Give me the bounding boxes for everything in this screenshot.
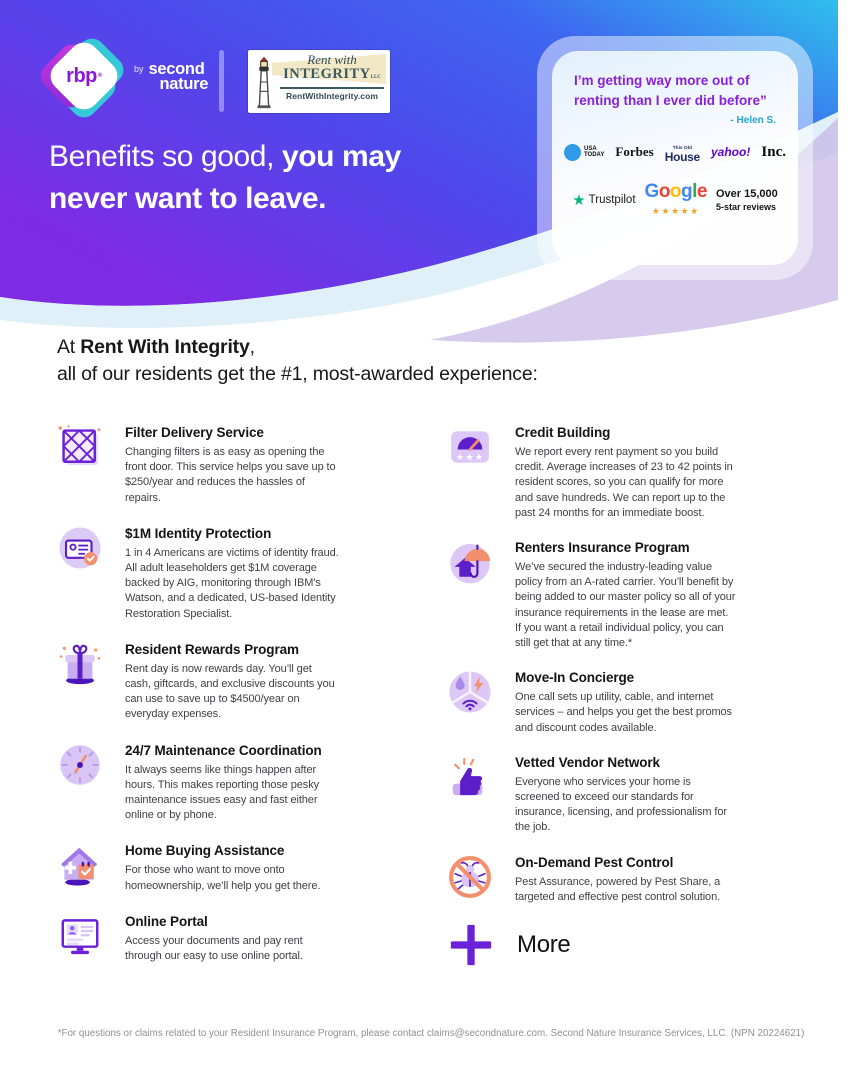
benefit-title: Home Buying Assistance bbox=[125, 843, 285, 859]
trustpilot-text: Trustpilot bbox=[588, 194, 636, 206]
benefit-move-in-concierge: Move-In Concierge One call sets up utili… bbox=[447, 669, 805, 736]
benefit-vetted-vendors: Vetted Vendor Network Everyone who servi… bbox=[447, 754, 805, 836]
second-nature-wordmark: second nature bbox=[148, 60, 209, 93]
more-label: More bbox=[517, 931, 571, 959]
partner-llc: LLC bbox=[370, 75, 381, 80]
benefits-column-left: Filter Delivery Service Changing filters… bbox=[57, 424, 395, 983]
trustpilot-star-icon: ★ bbox=[572, 191, 586, 209]
benefit-description: It always seems like things happen after… bbox=[125, 763, 319, 822]
id-card-check-icon bbox=[57, 525, 103, 571]
benefit-description: Everyone who services your home is scree… bbox=[515, 775, 727, 834]
benefit-title: 24/7 Maintenance Coordination bbox=[125, 742, 322, 758]
benefit-title: Move-In Concierge bbox=[515, 670, 635, 686]
reviews-row: ★ Trustpilot Google ★★★★★ Over 15,000 5-… bbox=[552, 180, 798, 218]
benefit-description: We report every rent payment so you buil… bbox=[515, 446, 733, 519]
svg-text:★: ★ bbox=[475, 453, 483, 463]
five-stars-icon: ★★★★★ bbox=[651, 206, 700, 217]
footer-disclaimer: *For questions or claims related to your… bbox=[57, 1028, 805, 1039]
plus-icon bbox=[450, 924, 492, 966]
benefit-online-portal: Online Portal Access your documents and … bbox=[57, 913, 395, 964]
benefit-title: $1M Identity Protection bbox=[125, 525, 272, 541]
benefit-home-buying: Home Buying Assistance For those who wan… bbox=[57, 842, 395, 893]
rbp-logo-text: rbp ® bbox=[66, 64, 102, 87]
benefit-filter-delivery: Filter Delivery Service Changing filters… bbox=[57, 424, 395, 506]
hero-banner: rbp ® by second nature Rent with INTEGRIT… bbox=[0, 0, 838, 352]
benefits-column-right: ★ ★ ★ Credit Building We report every re… bbox=[447, 424, 805, 967]
usa-today-logo: USA TODAY bbox=[564, 143, 605, 161]
air-filter-icon bbox=[57, 424, 103, 470]
benefit-maintenance: 24/7 Maintenance Coordination It always … bbox=[57, 742, 395, 824]
lighthouse-icon bbox=[257, 56, 271, 109]
review-count: Over 15,000 5-star reviews bbox=[716, 188, 778, 213]
no-pest-icon bbox=[447, 854, 493, 900]
benefit-pest-control: On-Demand Pest Control Pest Assurance, p… bbox=[447, 854, 805, 905]
clock-icon bbox=[57, 742, 103, 788]
usa-today-text: USA TODAY bbox=[584, 145, 605, 159]
logo-divider bbox=[219, 50, 224, 112]
google-wordmark: Google bbox=[644, 180, 708, 202]
google-reviews-logo: Google ★★★★★ bbox=[644, 180, 708, 218]
benefit-description: Access your documents and pay rent throu… bbox=[125, 934, 303, 963]
benefit-title: Resident Rewards Program bbox=[125, 641, 299, 657]
testimonial-card-inner: I’m getting way more out of renting than… bbox=[552, 51, 798, 265]
benefit-title: Filter Delivery Service bbox=[125, 425, 264, 440]
utilities-wheel-icon bbox=[447, 669, 493, 715]
benefit-title: Credit Building bbox=[515, 425, 611, 440]
benefit-identity-protection: $1M Identity Protection 1 in 4 Americans… bbox=[57, 525, 395, 622]
yahoo-logo: yahoo! bbox=[711, 145, 751, 159]
hero-headline: Benefits so good, you may never want to … bbox=[49, 140, 401, 215]
benefit-description: Rent day is now rewards day. You’ll get … bbox=[125, 662, 335, 721]
partner-name: INTEGRITYLLC bbox=[283, 66, 381, 82]
benefit-description: 1 in 4 Americans are victims of identity… bbox=[125, 546, 339, 620]
usa-today-circle-icon bbox=[564, 143, 581, 161]
benefit-description: For those who want to move onto homeowne… bbox=[125, 864, 321, 892]
byline-by: by bbox=[134, 64, 144, 74]
svg-text:★: ★ bbox=[465, 453, 473, 463]
benefit-resident-rewards: Resident Rewards Program Rent day is now… bbox=[57, 641, 395, 723]
partner-rule bbox=[280, 87, 384, 89]
this-old-house-logo: This Old House bbox=[664, 145, 700, 164]
rbp-registered-mark: ® bbox=[97, 73, 102, 79]
media-logos-row: USA TODAY Forbes This Old House yahoo! In… bbox=[552, 142, 798, 163]
thumbs-up-icon bbox=[447, 754, 493, 800]
benefit-description: Changing filters is as easy as opening t… bbox=[125, 446, 336, 504]
credit-gauge-icon: ★ ★ ★ bbox=[447, 424, 493, 470]
benefit-title: Vetted Vendor Network bbox=[515, 754, 660, 770]
benefit-title: Renters Insurance Program bbox=[515, 540, 690, 556]
benefit-renters-insurance: Renters Insurance Program We’ve secured … bbox=[447, 539, 805, 651]
monitor-icon bbox=[57, 913, 103, 959]
benefit-credit-building: ★ ★ ★ Credit Building We report every re… bbox=[447, 424, 805, 521]
benefit-description: We’ve secured the industry-leading value… bbox=[515, 561, 736, 650]
benefit-title: Online Portal bbox=[125, 913, 208, 929]
trustpilot-logo: ★ Trustpilot bbox=[572, 191, 635, 209]
inc-logo: Inc. bbox=[761, 143, 786, 160]
umbrella-house-icon bbox=[447, 539, 493, 585]
testimonial-quote: I’m getting way more out of renting than… bbox=[574, 73, 767, 109]
rent-with-integrity-logo: Rent with INTEGRITYLLC RentWithIntegrity… bbox=[248, 50, 390, 113]
benefit-title: On-Demand Pest Control bbox=[515, 854, 674, 870]
partner-logo-text: Rent with INTEGRITYLLC RentWithIntegrity… bbox=[278, 53, 386, 101]
svg-text:★: ★ bbox=[456, 453, 464, 463]
gift-box-icon bbox=[57, 641, 103, 687]
forbes-logo: Forbes bbox=[615, 144, 654, 159]
house-calendar-icon bbox=[57, 842, 103, 888]
partner-script-text: Rent with bbox=[307, 52, 357, 67]
more-benefits: More bbox=[449, 923, 805, 967]
benefit-description: One call sets up utility, cable, and int… bbox=[515, 691, 732, 734]
testimonial-attribution: - Helen S. bbox=[730, 114, 776, 126]
testimonial-card: I’m getting way more out of renting than… bbox=[537, 36, 813, 280]
second-nature-logo: by second nature bbox=[134, 60, 209, 93]
rbp-logo: rbp ® bbox=[35, 33, 129, 123]
benefit-description: Pest Assurance, powered by Pest Share, a… bbox=[515, 875, 721, 903]
partner-website: RentWithIntegrity.com bbox=[285, 90, 379, 101]
section-heading: At Rent With Integrity, all of our resid… bbox=[57, 336, 538, 385]
